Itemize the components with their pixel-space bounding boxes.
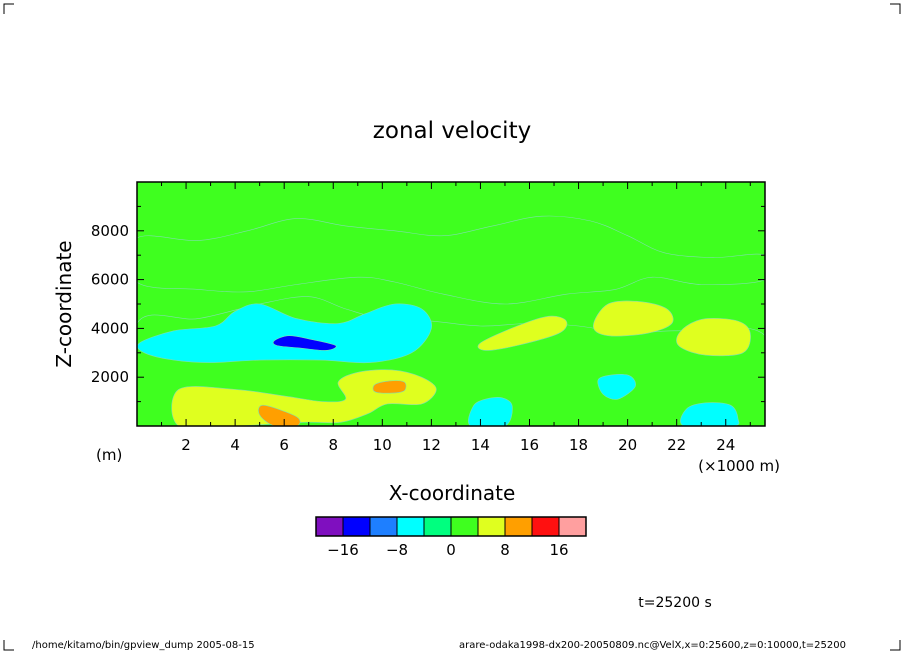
colorbar-swatch-9 xyxy=(558,516,587,537)
contour-region-5 xyxy=(477,315,568,351)
x-tick-label-2: 6 xyxy=(279,436,289,454)
contour-region-10 xyxy=(597,374,636,400)
x-tick-label-8: 18 xyxy=(569,436,588,454)
x-tick-label-3: 8 xyxy=(328,436,338,454)
x-axis: 2 4 6 8 10 12 14 16 18 20 22 24 xyxy=(161,182,751,454)
colorbar-swatch-1 xyxy=(342,516,371,537)
contour-region-11 xyxy=(468,397,513,426)
y-axis-label: Z-coordinate xyxy=(52,240,76,367)
colorbar-frame xyxy=(315,516,587,537)
colorbar-tick-label-1: −8 xyxy=(386,541,408,559)
colorbar-tick-label-3: 8 xyxy=(500,541,510,559)
plot-area xyxy=(136,181,766,427)
contour-region-9 xyxy=(272,335,337,351)
x-tick-label-0: 2 xyxy=(181,436,191,454)
time-label: t=25200 s xyxy=(638,595,712,611)
colorbar-swatch-4 xyxy=(423,516,452,537)
contour-region-8 xyxy=(137,303,432,364)
contour-region-7 xyxy=(676,318,751,357)
x-tick-label-5: 12 xyxy=(422,436,441,454)
contour-region-1 xyxy=(137,215,765,305)
colorbar-swatch-2 xyxy=(369,516,398,537)
x-tick-label-9: 20 xyxy=(618,436,637,454)
colorbar-swatch-5 xyxy=(450,516,479,537)
colorbar-swatch-7 xyxy=(504,516,533,537)
corner-marks xyxy=(3,3,901,651)
x-axis-unit: (×1000 m) xyxy=(698,457,780,475)
colorbar-swatch-6 xyxy=(477,516,506,537)
contour-region-6 xyxy=(592,300,674,337)
x-tick-label-11: 24 xyxy=(716,436,735,454)
colorbar-tick-label-4: 16 xyxy=(549,541,568,559)
colorbar-tick-label-2: 0 xyxy=(446,541,456,559)
colorbar: −16 −8 0 8 16 xyxy=(315,516,587,559)
footer-source: arare-odaka1998-dx200-20050809.nc@VelX,x… xyxy=(459,640,846,651)
chart-title: zonal velocity xyxy=(373,118,531,144)
y-axis-unit: (m) xyxy=(96,446,122,464)
y-tick-label-0: 2000 xyxy=(91,368,129,386)
footer-path: /home/kitamo/bin/gpview_dump 2005-08-15 xyxy=(32,640,255,651)
colorbar-tick-label-0: −16 xyxy=(327,541,359,559)
x-tick-label-1: 4 xyxy=(230,436,240,454)
y-axis: 2000 4000 6000 8000 xyxy=(91,205,765,403)
x-tick-label-4: 10 xyxy=(373,436,392,454)
x-tick-label-6: 14 xyxy=(471,436,490,454)
y-tick-label-2: 6000 xyxy=(91,271,129,289)
colorbar-swatch-8 xyxy=(531,516,560,537)
x-tick-label-10: 22 xyxy=(667,436,686,454)
colorbar-swatch-3 xyxy=(396,516,425,537)
contour-region-12 xyxy=(680,402,740,426)
contour-region-4 xyxy=(372,380,407,394)
x-axis-label: X-coordinate xyxy=(389,481,516,505)
contour-region-3 xyxy=(258,404,301,426)
y-tick-label-1: 4000 xyxy=(91,319,129,337)
x-tick-label-7: 16 xyxy=(520,436,539,454)
y-tick-label-3: 8000 xyxy=(91,222,129,240)
colorbar-swatch-0 xyxy=(315,516,344,537)
